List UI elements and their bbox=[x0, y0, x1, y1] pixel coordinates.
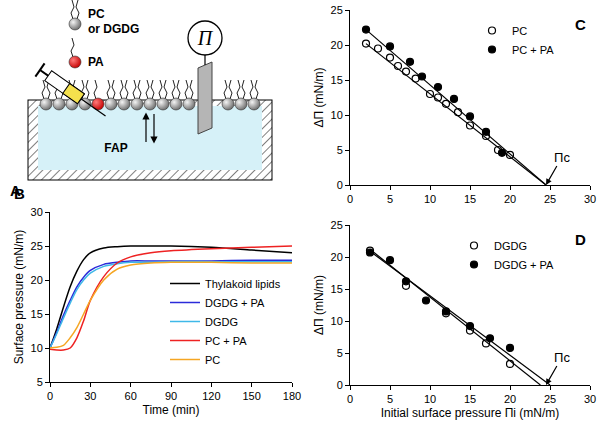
svg-text:30: 30 bbox=[31, 206, 43, 218]
svg-text:Πc: Πc bbox=[554, 150, 570, 165]
svg-text:C: C bbox=[575, 16, 586, 33]
svg-text:150: 150 bbox=[242, 390, 260, 402]
svg-text:PC: PC bbox=[512, 25, 527, 37]
svg-text:90: 90 bbox=[165, 390, 177, 402]
svg-text:or DGDG: or DGDG bbox=[88, 22, 139, 36]
svg-text:10: 10 bbox=[424, 393, 436, 405]
svg-text:25: 25 bbox=[544, 193, 556, 205]
svg-text:25: 25 bbox=[331, 219, 343, 231]
svg-text:15: 15 bbox=[464, 393, 476, 405]
svg-text:PC + PA: PC + PA bbox=[205, 335, 247, 347]
svg-text:15: 15 bbox=[464, 193, 476, 205]
svg-text:25: 25 bbox=[544, 393, 556, 405]
svg-text:5: 5 bbox=[337, 144, 343, 156]
svg-text:5: 5 bbox=[337, 347, 343, 359]
svg-text:15: 15 bbox=[331, 74, 343, 86]
svg-text:0: 0 bbox=[47, 390, 53, 402]
svg-text:DGDG: DGDG bbox=[205, 316, 238, 328]
svg-text:PC: PC bbox=[88, 7, 105, 21]
svg-text:ΔΠ (mN/m): ΔΠ (mN/m) bbox=[312, 67, 326, 127]
svg-text:Initial surface pressure Πi (m: Initial surface pressure Πi (mN/m) bbox=[381, 406, 560, 420]
svg-text:30: 30 bbox=[584, 193, 596, 205]
svg-text:30: 30 bbox=[84, 390, 96, 402]
svg-text:15: 15 bbox=[331, 283, 343, 295]
svg-text:25: 25 bbox=[331, 4, 343, 16]
svg-text:0: 0 bbox=[347, 393, 353, 405]
svg-text:A: A bbox=[10, 182, 21, 199]
svg-text:5: 5 bbox=[37, 376, 43, 388]
svg-text:10: 10 bbox=[31, 342, 43, 354]
svg-text:180: 180 bbox=[283, 390, 301, 402]
svg-text:PC + PA: PC + PA bbox=[512, 44, 554, 56]
svg-text:20: 20 bbox=[504, 193, 516, 205]
svg-text:10: 10 bbox=[331, 109, 343, 121]
svg-text:DGDG + PA: DGDG + PA bbox=[205, 297, 265, 309]
svg-text:PA: PA bbox=[88, 55, 104, 69]
svg-text:20: 20 bbox=[504, 393, 516, 405]
svg-text:0: 0 bbox=[347, 193, 353, 205]
svg-text:Thylakoid lipids: Thylakoid lipids bbox=[205, 278, 281, 290]
svg-text:DGDG + PA: DGDG + PA bbox=[494, 259, 554, 271]
svg-text:FAP: FAP bbox=[104, 141, 127, 155]
svg-text:DGDG: DGDG bbox=[494, 240, 527, 252]
svg-text:15: 15 bbox=[31, 308, 43, 320]
svg-text:30: 30 bbox=[584, 393, 596, 405]
svg-text:D: D bbox=[575, 231, 586, 248]
svg-text:0: 0 bbox=[337, 179, 343, 191]
svg-text:20: 20 bbox=[331, 39, 343, 51]
svg-text:10: 10 bbox=[331, 315, 343, 327]
svg-text:120: 120 bbox=[202, 390, 220, 402]
svg-text:Surface pressure (mN/m): Surface pressure (mN/m) bbox=[12, 230, 26, 365]
svg-text:Πc: Πc bbox=[554, 350, 570, 365]
svg-text:ΔΠ (mN/m): ΔΠ (mN/m) bbox=[312, 275, 326, 335]
svg-text:20: 20 bbox=[331, 251, 343, 263]
svg-text:5: 5 bbox=[387, 193, 393, 205]
svg-text:20: 20 bbox=[31, 274, 43, 286]
svg-text:60: 60 bbox=[125, 390, 137, 402]
svg-text:10: 10 bbox=[424, 193, 436, 205]
svg-text:Π: Π bbox=[197, 27, 214, 49]
svg-text:0: 0 bbox=[337, 379, 343, 391]
svg-text:5: 5 bbox=[387, 393, 393, 405]
svg-text:Time (min): Time (min) bbox=[143, 403, 200, 417]
svg-text:PC: PC bbox=[205, 354, 220, 366]
svg-text:25: 25 bbox=[31, 240, 43, 252]
